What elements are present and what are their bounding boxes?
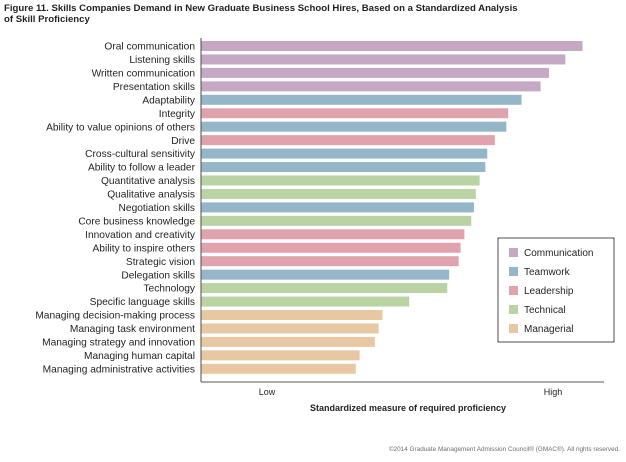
legend-label-technical: Technical (524, 305, 566, 316)
legend-swatch-managerial (509, 324, 518, 333)
bar-managing-human-capital (201, 350, 360, 361)
legend-label-managerial: Managerial (524, 324, 573, 335)
category-label: Managing administrative activities (43, 364, 195, 375)
category-label: Managing human capital (84, 351, 195, 362)
bar-listening-skills (201, 54, 566, 65)
bars-layer (201, 41, 583, 374)
category-label: Integrity (159, 109, 196, 120)
bar-managing-task-environment (201, 323, 379, 334)
bar-technology (201, 283, 448, 294)
category-label: Managing strategy and innovation (42, 338, 195, 349)
bar-managing-strategy-and-innovation (201, 336, 375, 347)
category-label: Listening skills (129, 55, 195, 66)
bar-core-business-knowledge (201, 215, 472, 226)
category-label: Specific language skills (90, 297, 195, 308)
bar-integrity (201, 108, 509, 119)
category-label: Adaptability (142, 95, 196, 106)
bar-drive (201, 135, 495, 146)
bar-specific-language-skills (201, 296, 410, 307)
legend: Communication Teamwork Leadership Technical… (497, 237, 615, 343)
legend-label-leadership: Leadership (524, 286, 574, 297)
category-labels-layer: Oral communication Listening skills Writte… (35, 42, 196, 376)
category-label: Cross-cultural sensitivity (85, 149, 196, 160)
category-label: Ability to follow a leader (88, 163, 196, 174)
category-label: Innovation and creativity (85, 230, 196, 241)
bar-ability-to-inspire-others (201, 242, 461, 253)
chart-title-line-2: of Skill Proficiency (4, 14, 90, 25)
category-label: Presentation skills (113, 82, 195, 93)
legend-swatch-communication (509, 248, 518, 257)
category-label: Delegation skills (121, 270, 195, 281)
bar-presentation-skills (201, 81, 541, 92)
chart-title-line-1: Figure 11. Skills Companies Demand in Ne… (4, 3, 518, 14)
bar-qualitative-analysis (201, 188, 476, 199)
bar-managing-administrative-activities (201, 363, 356, 374)
bar-ability-to-value-opinions-of-others (201, 121, 507, 132)
category-label: Ability to value opinions of others (46, 122, 195, 133)
legend-swatch-leadership (509, 286, 518, 295)
chart-title: Figure 11. Skills Companies Demand in Ne… (4, 3, 604, 25)
category-label: Oral communication (104, 42, 195, 53)
bar-delegation-skills (201, 269, 450, 280)
category-label: Qualitative analysis (107, 190, 195, 201)
bar-strategic-vision (201, 256, 459, 267)
bar-written-communication (201, 67, 549, 78)
bar-adaptability (201, 94, 522, 105)
category-label: Managing decision-making process (35, 311, 195, 322)
x-axis-label: Standardized measure of required profici… (310, 403, 506, 413)
legend-label-communication: Communication (524, 248, 593, 259)
category-label: Quantitative analysis (101, 176, 195, 187)
bar-quantitative-analysis (201, 175, 480, 186)
category-label: Written communication (92, 69, 195, 80)
category-label: Strategic vision (126, 257, 195, 268)
bar-ability-to-follow-a-leader (201, 162, 486, 173)
legend-label-teamwork: Teamwork (524, 267, 571, 278)
category-label: Negotiation skills (119, 203, 195, 214)
category-label: Drive (171, 136, 195, 147)
category-label: Technology (143, 284, 195, 295)
x-tick-high: High (544, 387, 563, 397)
legend-swatch-teamwork (509, 267, 518, 276)
copyright-notice: ©2014 Graduate Management Admission Coun… (388, 446, 620, 453)
x-tick-low: Low (259, 387, 276, 397)
bar-oral-communication (201, 41, 583, 51)
bar-negotiation-skills (201, 202, 474, 213)
category-label: Core business knowledge (78, 216, 195, 227)
bar-cross-cultural-sensitivity (201, 148, 488, 159)
category-label: Managing task environment (70, 324, 195, 335)
bar-innovation-and-creativity (201, 229, 465, 240)
legend-swatch-technical (509, 305, 518, 314)
bar-managing-decision-making-process (201, 310, 383, 320)
category-label: Ability to inspire others (93, 243, 196, 254)
